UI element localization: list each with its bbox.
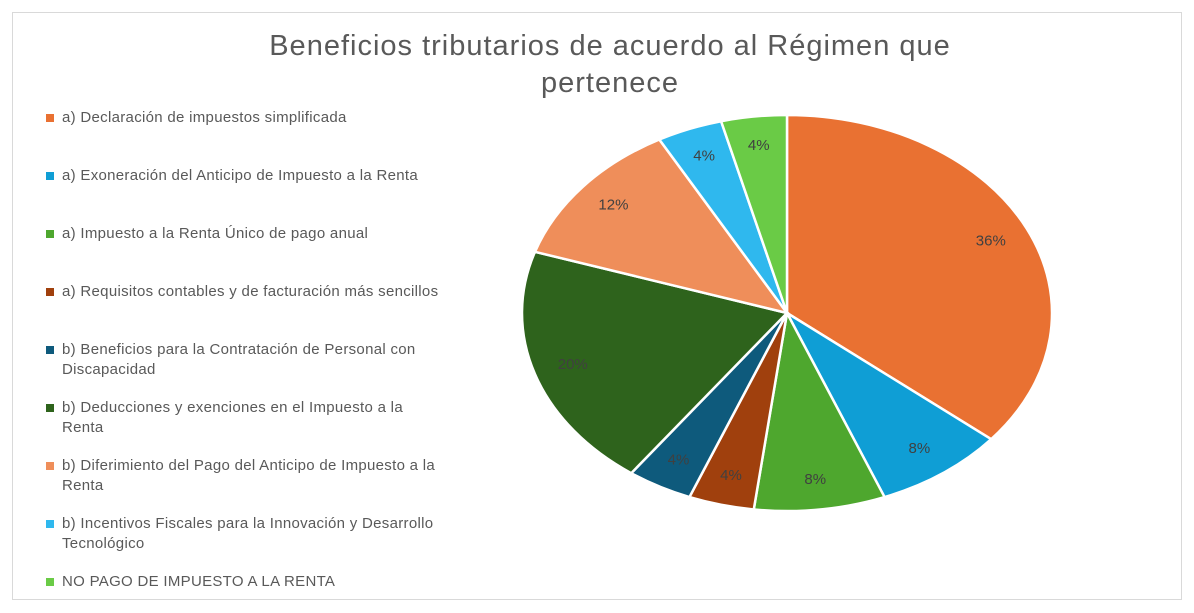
legend-item: a) Exoneración del Anticipo de Impuesto …	[46, 166, 446, 224]
legend-label: b) Beneficios para la Contratación de Pe…	[62, 341, 416, 378]
legend: a) Declaración de impuestos simplificada…	[46, 108, 446, 613]
pie-slice	[719, 113, 789, 314]
legend-item: a) Impuesto a la Renta Único de pago anu…	[46, 224, 446, 282]
legend-swatch	[46, 520, 54, 528]
data-label: 36%	[976, 232, 1006, 249]
legend-swatch	[46, 172, 54, 180]
legend-swatch	[46, 114, 54, 122]
legend-swatch	[46, 462, 54, 470]
legend-label: a) Requisitos contables y de facturación…	[62, 283, 439, 300]
data-label: 4%	[693, 147, 715, 164]
legend-label: a) Exoneración del Anticipo de Impuesto …	[62, 167, 419, 184]
chart-border	[12, 12, 1182, 600]
legend-label: b) Diferimiento del Pago del Anticipo de…	[62, 457, 436, 494]
legend-item: a) Declaración de impuestos simplificada	[46, 108, 446, 166]
legend-label: b) Incentivos Fiscales para la Innovació…	[62, 515, 434, 552]
legend-swatch	[46, 288, 54, 296]
data-label: 12%	[598, 197, 628, 214]
legend-label: a) Declaración de impuestos simplificada	[62, 109, 347, 126]
legend-label: a) Impuesto a la Renta Único de pago anu…	[62, 225, 369, 242]
pie-slice	[785, 113, 1054, 441]
data-label: 8%	[909, 440, 931, 457]
data-label: 20%	[558, 356, 588, 373]
legend-swatch	[46, 346, 54, 354]
legend-item: a) Requisitos contables y de facturación…	[46, 282, 446, 340]
legend-item: b) Diferimiento del Pago del Anticipo de…	[46, 456, 446, 514]
pie-slice	[752, 309, 887, 513]
legend-label: NO PAGO DE IMPUESTO A LA RENTA	[62, 573, 336, 590]
data-label: 4%	[668, 451, 690, 468]
pie-slice	[520, 250, 790, 475]
legend-swatch	[46, 578, 54, 586]
pie-slice	[533, 137, 791, 316]
chart-title: Beneficios tributarios de acuerdo al Rég…	[269, 30, 951, 99]
data-label: 4%	[720, 467, 742, 484]
legend-swatch	[46, 404, 54, 412]
legend-label: b) Deducciones y exenciones en el Impues…	[62, 399, 403, 436]
legend-item: NO PAGO DE IMPUESTO A LA RENTA	[46, 572, 446, 613]
data-label: 8%	[804, 471, 826, 488]
data-label: 4%	[748, 137, 770, 154]
legend-swatch	[46, 230, 54, 238]
legend-item: b) Deducciones y exenciones en el Impues…	[46, 398, 446, 456]
legend-item: b) Incentivos Fiscales para la Innovació…	[46, 514, 446, 572]
pie-slice	[783, 309, 994, 499]
legend-item: b) Beneficios para la Contratación de Pe…	[46, 340, 446, 398]
